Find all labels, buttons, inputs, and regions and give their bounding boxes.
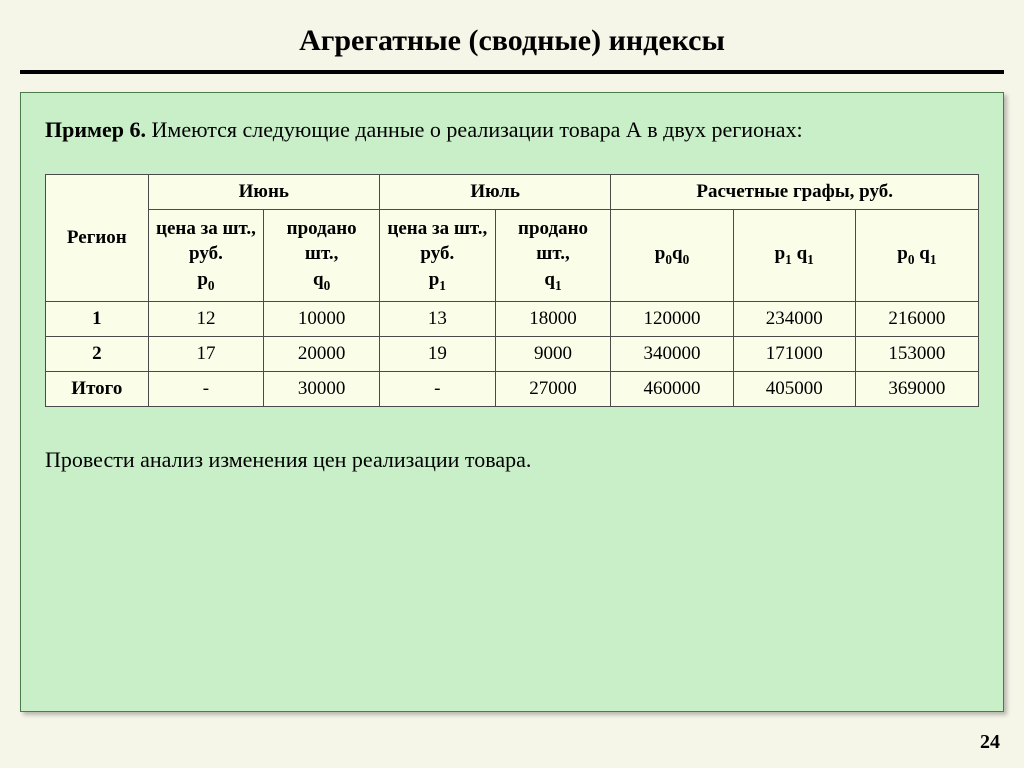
col-q0-sub: 0	[324, 278, 331, 293]
row-label: 1	[46, 301, 149, 336]
row-label: Итого	[46, 371, 149, 406]
slide-title: Агрегатные (сводные) индексы	[20, 24, 1004, 58]
col-p0q1-header: p0 q1	[855, 209, 978, 301]
col-q0-label: продано шт.,	[287, 218, 357, 265]
col-c0-s1: p	[655, 243, 666, 264]
cell: -	[148, 371, 264, 406]
cell: 153000	[855, 336, 978, 371]
cell: 13	[380, 301, 496, 336]
col-p1-label: цена за шт., руб.	[387, 218, 487, 265]
col-p1-header: цена за шт., руб. p1	[380, 209, 496, 301]
col-q1-label: продано шт.,	[518, 218, 588, 265]
cell: 19	[380, 336, 496, 371]
cell: 369000	[855, 371, 978, 406]
col-p0-header: цена за шт., руб. p0	[148, 209, 264, 301]
cell: 10000	[264, 301, 380, 336]
col-c2-s2: q	[919, 243, 930, 264]
table-row-total: Итого - 30000 - 27000 460000 405000 3690…	[46, 371, 979, 406]
col-c1-s1: p	[775, 243, 786, 264]
table-header-row-1: Регион Июнь Июль Расчетные графы, руб.	[46, 174, 979, 209]
col-p0-label: цена за шт., руб.	[156, 218, 256, 265]
cell: 12	[148, 301, 264, 336]
content-panel: Пример 6. Имеются следующие данные о реа…	[20, 92, 1004, 712]
col-c1-b2: 1	[807, 252, 814, 267]
cell: 460000	[611, 371, 733, 406]
col-region-header: Регион	[46, 174, 149, 301]
col-c0-b2: 0	[683, 252, 690, 267]
table-header-row-2: цена за шт., руб. p0 продано шт., q0 цен…	[46, 209, 979, 301]
row-label: 2	[46, 336, 149, 371]
table-row: 2 17 20000 19 9000 340000 171000 153000	[46, 336, 979, 371]
col-c2-s1: p	[897, 243, 908, 264]
cell: 405000	[733, 371, 855, 406]
col-q1-sym: q	[544, 269, 555, 290]
cell: 30000	[264, 371, 380, 406]
col-p0-sym: p	[197, 269, 208, 290]
cell: 20000	[264, 336, 380, 371]
col-group-july: Июль	[380, 174, 611, 209]
col-q0-header: продано шт., q0	[264, 209, 380, 301]
col-q1-sub: 1	[555, 278, 562, 293]
col-p1q1-header: p1 q1	[733, 209, 855, 301]
col-p1-sym: p	[429, 269, 440, 290]
title-rule	[20, 70, 1004, 74]
col-p0-sub: 0	[208, 278, 215, 293]
col-q1-header: продано шт., q1	[495, 209, 611, 301]
cell: 27000	[495, 371, 611, 406]
cell: 234000	[733, 301, 855, 336]
task-text: Провести анализ изменения цен реализации…	[45, 447, 979, 473]
cell: 340000	[611, 336, 733, 371]
col-q0-sym: q	[313, 269, 324, 290]
col-c0-b1: 0	[665, 252, 672, 267]
col-p0q0-header: p0q0	[611, 209, 733, 301]
col-c0-s2: q	[672, 243, 683, 264]
example-label: Пример 6.	[45, 117, 146, 142]
example-text: Имеются следующие данные о реализации то…	[146, 117, 803, 142]
cell: 18000	[495, 301, 611, 336]
col-c1-b1: 1	[785, 252, 792, 267]
table-row: 1 12 10000 13 18000 120000 234000 216000	[46, 301, 979, 336]
slide: Агрегатные (сводные) индексы Пример 6. И…	[0, 0, 1024, 768]
cell: 120000	[611, 301, 733, 336]
col-group-june: Июнь	[148, 174, 379, 209]
cell: 171000	[733, 336, 855, 371]
col-c2-b1: 0	[908, 252, 915, 267]
cell: 17	[148, 336, 264, 371]
cell: 9000	[495, 336, 611, 371]
data-table: Регион Июнь Июль Расчетные графы, руб. ц…	[45, 174, 979, 407]
cell: 216000	[855, 301, 978, 336]
col-c1-s2: q	[797, 243, 808, 264]
example-prompt: Пример 6. Имеются следующие данные о реа…	[45, 115, 979, 146]
cell: -	[380, 371, 496, 406]
col-c2-b2: 1	[930, 252, 937, 267]
col-p1-sub: 1	[439, 278, 446, 293]
col-group-calc: Расчетные графы, руб.	[611, 174, 979, 209]
page-number: 24	[980, 731, 1000, 754]
